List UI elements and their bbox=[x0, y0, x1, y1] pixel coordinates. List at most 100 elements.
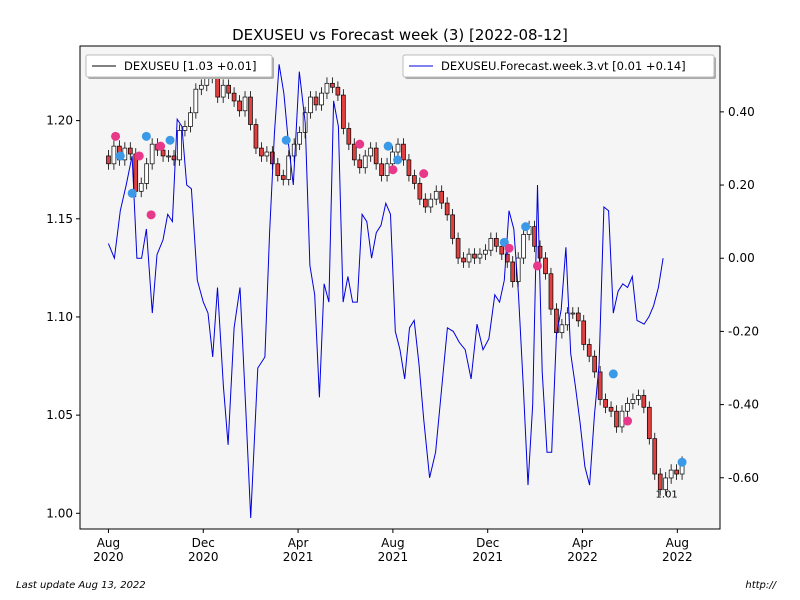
candle-body bbox=[193, 88, 199, 114]
candle-body bbox=[368, 147, 373, 157]
signal-markers bbox=[111, 131, 687, 467]
y-left-tick-label: 1.00 bbox=[46, 506, 73, 520]
legend-dexuseu-box bbox=[85, 54, 273, 78]
legends: DEXUSEU [1.03 +0.01] DEXUSEU.Forecast.wee… bbox=[85, 54, 716, 79]
candle-body bbox=[636, 395, 641, 400]
candle-body bbox=[275, 163, 281, 176]
candle-body bbox=[521, 234, 526, 259]
candle-body bbox=[608, 406, 614, 412]
candle-body bbox=[166, 155, 171, 158]
candle-body bbox=[663, 477, 669, 491]
x-tick-label: 2020 bbox=[188, 550, 219, 564]
candle-body bbox=[575, 312, 581, 322]
candle-body bbox=[144, 163, 150, 184]
legend-forecast-box bbox=[402, 54, 715, 78]
candle-body bbox=[428, 198, 434, 208]
x-tick-label: 2021 bbox=[378, 550, 409, 564]
candle-body bbox=[319, 92, 324, 106]
candle-body bbox=[422, 198, 428, 208]
signal-marker bbox=[504, 243, 514, 253]
candle-body bbox=[253, 124, 259, 149]
x-tick-label: Aug bbox=[666, 536, 689, 550]
x-tick-label: 2021 bbox=[472, 550, 503, 564]
candle-body bbox=[657, 473, 663, 491]
candle-body bbox=[619, 410, 625, 428]
x-tick-label: 2020 bbox=[93, 550, 124, 564]
signal-marker bbox=[115, 151, 125, 161]
y-right-tick-label: 0.20 bbox=[728, 178, 755, 192]
candle-body bbox=[504, 253, 510, 263]
candle-body bbox=[308, 96, 313, 114]
candle-body bbox=[417, 183, 423, 200]
candle-body bbox=[313, 96, 319, 106]
x-tick-label: Dec bbox=[476, 536, 499, 550]
candle-body bbox=[346, 128, 352, 145]
y-right-tick-label: 0.00 bbox=[728, 251, 755, 265]
candle-body bbox=[231, 92, 237, 102]
candle-body bbox=[646, 406, 652, 440]
signal-marker bbox=[608, 369, 618, 379]
y-right-tick-label: -0.40 bbox=[728, 398, 759, 412]
signal-marker bbox=[111, 131, 121, 141]
candle-body bbox=[537, 245, 543, 259]
candle-body bbox=[270, 151, 275, 165]
signal-marker bbox=[146, 210, 156, 220]
candle-body bbox=[259, 147, 264, 157]
candle-body bbox=[188, 112, 193, 127]
candle-body bbox=[264, 151, 270, 157]
signal-marker bbox=[623, 416, 633, 426]
signal-marker bbox=[141, 131, 151, 141]
signal-marker bbox=[419, 169, 429, 179]
candle-body bbox=[395, 143, 401, 153]
candle-body bbox=[177, 130, 182, 161]
candle-body bbox=[515, 257, 521, 282]
x-tick-label: Dec bbox=[192, 536, 215, 550]
x-tick-label: 2021 bbox=[283, 550, 314, 564]
candle-body bbox=[494, 238, 499, 247]
x-tick-label: Apr bbox=[572, 536, 593, 550]
candle-body bbox=[450, 214, 455, 239]
candle-body bbox=[597, 371, 603, 400]
candle-body bbox=[586, 344, 592, 357]
candle-body bbox=[510, 261, 516, 282]
y-left-tick-label: 1.20 bbox=[46, 114, 73, 128]
candle-body bbox=[220, 84, 226, 98]
forecast-line-series bbox=[107, 64, 664, 519]
candle-body bbox=[581, 320, 587, 345]
candle-body bbox=[439, 190, 445, 204]
forecast-line bbox=[107, 64, 664, 519]
candle-body bbox=[324, 82, 330, 94]
candle-body bbox=[248, 96, 253, 125]
legend-forecast-label: DEXUSEU.Forecast.week.3.vt [0.01 +0.14] bbox=[441, 59, 686, 73]
candle-body bbox=[335, 86, 341, 96]
candle-body bbox=[412, 175, 417, 184]
signal-marker bbox=[156, 141, 166, 151]
candle-body bbox=[570, 312, 576, 315]
candle-body bbox=[379, 163, 384, 176]
candle-body bbox=[280, 175, 286, 180]
candle-body bbox=[226, 84, 231, 94]
y-right-tick-label: 0.40 bbox=[728, 105, 755, 119]
candle-body bbox=[548, 273, 554, 310]
source-url-text: http:// bbox=[745, 580, 776, 591]
candle-body bbox=[488, 238, 494, 251]
candle-body bbox=[499, 245, 505, 255]
candle-body bbox=[127, 147, 133, 155]
candle-body bbox=[401, 143, 406, 161]
candle-body bbox=[592, 355, 597, 373]
candle-body bbox=[373, 147, 379, 165]
candle-body bbox=[351, 143, 357, 161]
candle-body bbox=[171, 155, 177, 161]
candle-body bbox=[630, 399, 636, 404]
signal-marker bbox=[134, 151, 144, 161]
candle-body bbox=[472, 253, 477, 259]
candle-body bbox=[614, 410, 619, 428]
candle-body bbox=[444, 202, 450, 216]
candle-body bbox=[433, 190, 439, 200]
signal-marker bbox=[281, 135, 291, 145]
candle-body bbox=[237, 100, 242, 112]
axes: Aug2020Dec2020Apr2021Aug2021Dec2021Apr20… bbox=[46, 105, 759, 564]
candle-body bbox=[477, 253, 483, 259]
candle-body bbox=[330, 82, 335, 88]
candle-body bbox=[625, 402, 630, 412]
